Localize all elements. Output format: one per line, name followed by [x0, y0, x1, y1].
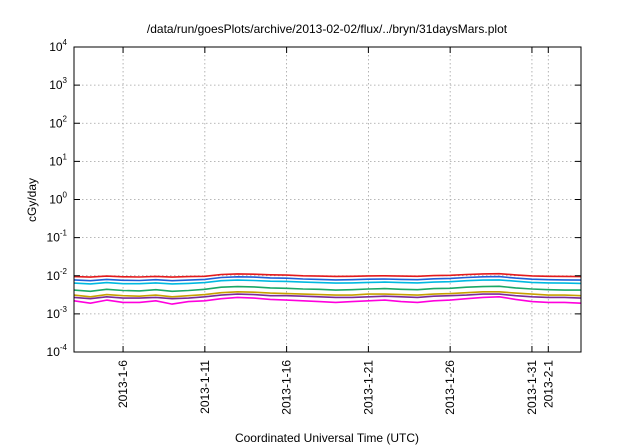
x-tick-label: 2013-1-21	[361, 360, 375, 415]
y-tick-label: 10-1	[47, 229, 68, 245]
y-tick-label: 101	[49, 152, 67, 168]
grid	[74, 47, 581, 352]
series-line-7	[73, 296, 582, 305]
x-tick-label: 2013-1-6	[116, 360, 130, 408]
y-tick-label: 100	[49, 191, 67, 207]
x-tick-label: 2013-1-16	[280, 360, 294, 415]
series-line-1	[73, 272, 582, 278]
y-tick-label: 102	[49, 114, 67, 130]
series-line-4	[73, 285, 581, 293]
y-axis: 10-4 10-3 10-2 10-1 100 101 102 103 104	[47, 38, 581, 359]
y-tick-label: 104	[49, 38, 67, 54]
y-axis-label: cGy/day	[25, 178, 39, 222]
x-tick-label: 2013-1-31	[525, 360, 539, 415]
x-axis-label: Coordinated Universal Time (UTC)	[235, 431, 419, 445]
chart-title: /data/run/goesPlots/archive/2013-02-02/f…	[147, 22, 508, 36]
x-tick-label: 2013-1-26	[443, 360, 457, 415]
y-tick-label: 10-4	[47, 343, 68, 359]
y-tick-label: 10-3	[47, 305, 68, 321]
series-line-6	[73, 293, 582, 300]
series-line-5	[73, 291, 582, 298]
y-tick-label: 103	[49, 76, 67, 92]
y-tick-label: 10-2	[47, 267, 68, 283]
x-tick-label: 2013-2-1	[541, 360, 555, 408]
series-line-2	[73, 275, 582, 282]
series-group	[73, 272, 582, 305]
x-tick-label: 2013-1-11	[198, 360, 212, 414]
series-line-3	[73, 279, 582, 285]
x-axis: 2013-1-6 2013-1-11 2013-1-16 2013-1-21 2013-…	[116, 47, 555, 415]
